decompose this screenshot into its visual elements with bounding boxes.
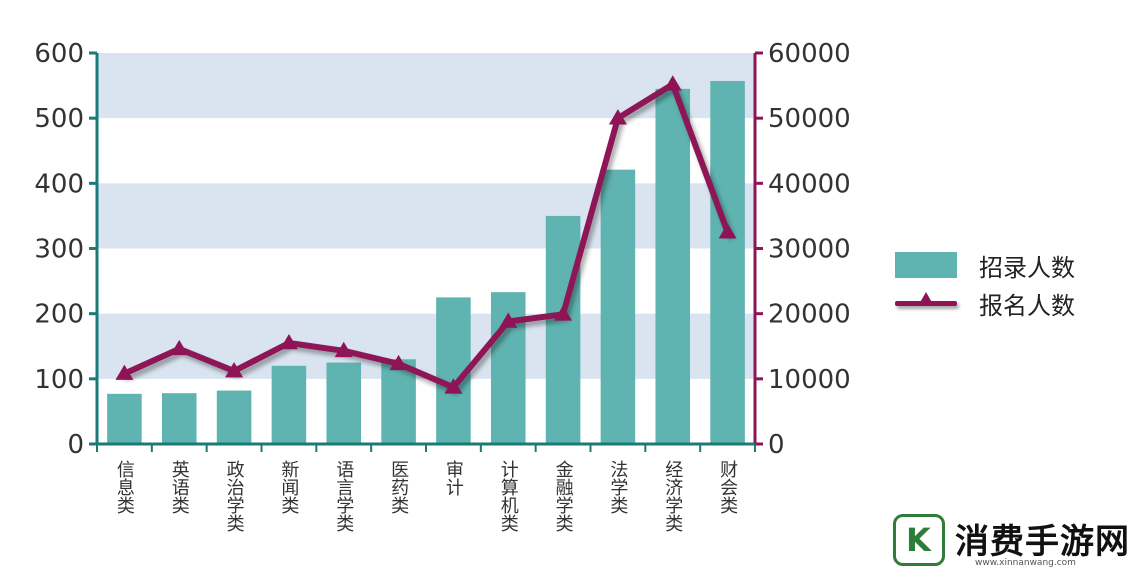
legend: 招录人数 报名人数 [895,246,1075,322]
bar [326,362,362,444]
x-tick-label: 语言学类 [333,460,354,532]
y-left-tick-label: 500 [34,104,84,134]
legend-swatch-bar [895,252,957,278]
x-tick-label: 政治学类 [224,460,245,532]
line-marker [334,341,353,358]
y-right-tick-label: 60000 [768,39,851,69]
line-marker [444,378,463,394]
watermark-name: 消费手游网 [955,522,1130,562]
x-tick-label: 财会类 [717,460,738,514]
y-left-tick-label: 600 [34,39,84,69]
line-marker [499,312,518,328]
x-tick-label: 金融学类 [553,460,574,532]
y-right-tick-label: 40000 [768,169,851,199]
x-tick-label: 医药类 [388,460,409,514]
x-tick-label: 新闻类 [278,460,299,514]
y-right-tick-label: 30000 [768,235,851,265]
watermark: K 消费手游网 www.xinnanwang.com [893,514,1133,570]
line-marker [170,339,189,356]
line-marker [115,364,134,380]
bar [655,88,691,444]
bar [600,169,636,445]
legend-swatch-line [895,290,957,316]
grid-band [97,313,755,379]
y-left-tick-label: 400 [34,169,84,199]
line-marker [554,305,573,321]
y-left-tick-label: 200 [34,300,84,330]
y-left-tick-label: 100 [34,365,84,395]
y-right-tick-label: 0 [768,430,785,460]
legend-item-bar: 招录人数 [895,246,1075,284]
bar [216,390,252,444]
y-right-tick-label: 50000 [768,104,851,134]
line-marker [225,362,244,378]
y-right-tick-label: 20000 [768,300,851,330]
bar [271,365,307,444]
legend-label-bar: 招录人数 [979,253,1075,282]
line-marker [718,223,737,239]
legend-item-line: 报名人数 [895,284,1075,322]
bar [161,393,197,444]
grid-band [97,183,755,249]
x-tick-label: 计算机类 [498,460,519,532]
x-tick-label: 审计 [443,460,464,496]
line-marker [389,354,408,371]
bar [107,393,142,444]
bar [381,359,416,444]
line-series [121,81,731,391]
x-tick-label: 经济学类 [662,460,683,532]
line-marker [663,75,682,91]
line-marker [279,333,298,350]
x-tick-label: 英语类 [169,460,190,514]
watermark-logo-icon: K [893,514,945,566]
x-tick-label: 法学类 [607,460,628,514]
bar [545,215,581,444]
watermark-url: www.xinnanwang.com [975,558,1076,568]
y-left-tick-label: 300 [34,235,84,265]
grid-band [97,53,755,119]
line-marker [608,109,627,125]
x-tick-label: 信息类 [114,460,135,514]
y-right-tick-label: 10000 [768,365,851,395]
bar [710,81,745,444]
legend-label-line: 报名人数 [979,291,1075,320]
y-left-tick-label: 0 [67,430,84,460]
